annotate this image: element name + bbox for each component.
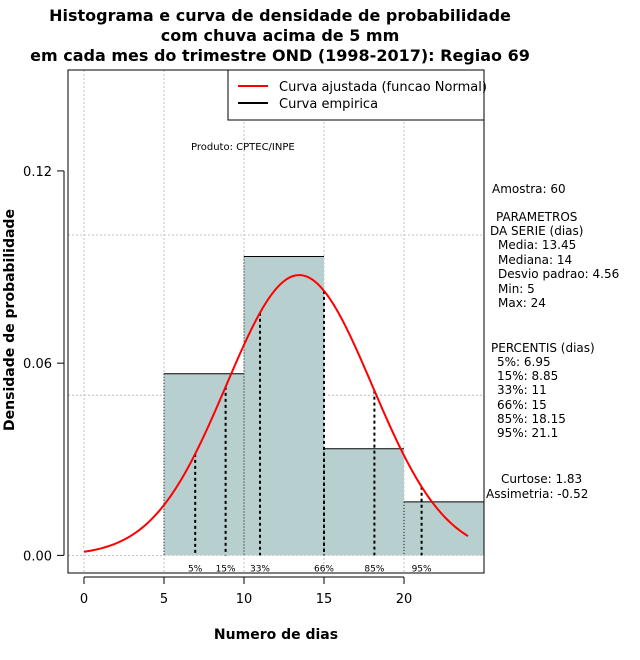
percentile-label-5: 85% <box>364 564 384 574</box>
y-tick-label: 0.06 <box>23 357 52 372</box>
percentil-85: 85%: 18.15 <box>497 412 566 426</box>
percentile-label-3: 33% <box>250 564 270 574</box>
percentil-5: 5%: 6.95 <box>497 355 551 369</box>
x-tick-label: 0 <box>80 592 88 607</box>
x-tick-label: 15 <box>316 592 333 607</box>
percentis-title: PERCENTIS (dias) <box>491 341 595 355</box>
percentil-33: 33%: 11 <box>497 383 547 397</box>
y-tick-label: 0.12 <box>23 165 52 180</box>
percentile-label-2: 15% <box>216 564 236 574</box>
x-tick-label: 10 <box>236 592 253 607</box>
parametros-title-2: DA SERIE (dias) <box>490 224 584 238</box>
curtose-text: Curtose: 1.83 <box>501 472 583 486</box>
percentile-label-1: 5% <box>188 564 203 574</box>
percentile-label-6: 95% <box>412 564 432 574</box>
legend-label-fit: Curva ajustada (funcao Normal) <box>279 80 487 95</box>
chart-title-line-2: com chuva acima de 5 mm <box>160 26 400 45</box>
produto-label: Produto: CPTEC/INPE <box>191 142 295 153</box>
histogram-bar-2 <box>244 256 324 556</box>
y-tick-label: 0.00 <box>23 549 52 564</box>
chart-title-line-1: Histograma e curva de densidade de proba… <box>49 6 511 25</box>
legend-label-empirical: Curva empirica <box>279 97 378 112</box>
amostra-text: Amostra: 60 <box>492 182 566 196</box>
percentil-95: 95%: 21.1 <box>497 426 559 440</box>
histogram-bar-3 <box>324 448 404 556</box>
histogram-bar-4 <box>404 501 484 556</box>
percentile-label-4: 66% <box>314 564 334 574</box>
percentil-66: 66%: 15 <box>497 398 547 412</box>
assimetria-text: Assimetria: -0.52 <box>486 487 589 501</box>
histogram-bar-1 <box>164 373 244 556</box>
legend-box <box>227 69 485 121</box>
chart-title-line-3: em cada mes do trimestre OND (1998-2017)… <box>30 46 530 65</box>
percentil-15: 15%: 8.85 <box>497 369 559 383</box>
x-tick-label: 20 <box>396 592 413 607</box>
parametros-title-1: PARAMETROS <box>496 210 578 224</box>
y-axis-label: Densidade de probabilidade <box>2 209 18 431</box>
parametro-min: Min: 5 <box>498 282 535 296</box>
parametro-desvio: Desvio padrao: 4.56 <box>498 267 620 281</box>
legend: Curva ajustada (funcao Normal) Curva emp… <box>227 69 487 121</box>
normal-fit-curve <box>83 274 469 553</box>
x-tick-label: 5 <box>160 592 168 607</box>
parametro-mediana: Mediana: 14 <box>498 253 573 267</box>
parametro-max: Max: 24 <box>498 296 546 310</box>
x-axis-label: Numero de dias <box>214 627 338 643</box>
parametro-media: Media: 13.45 <box>498 238 577 252</box>
